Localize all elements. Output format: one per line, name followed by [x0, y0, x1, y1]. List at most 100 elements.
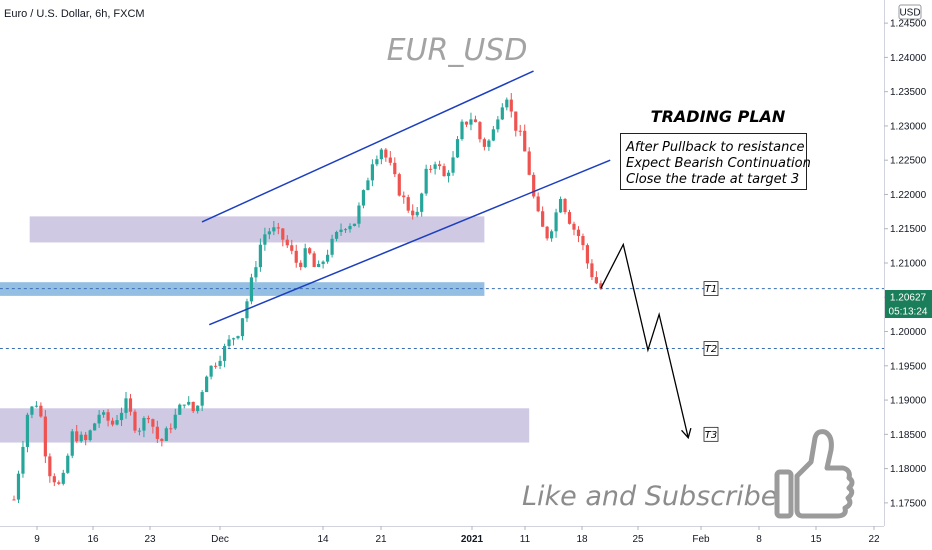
price-tick-label: 1.18000: [890, 464, 927, 475]
candle-body: [397, 174, 401, 196]
time-scale[interactable]: 9 16 23 Dec 14 21 2021 11 18 25 Feb 8 15 22: [34, 526, 880, 545]
price-tick-label: 1.17500: [890, 498, 927, 509]
trading-plan-line-2: Expect Bearish Continuation: [626, 156, 811, 171]
candle-body: [25, 414, 30, 447]
candle-body: [518, 130, 522, 132]
candle-body: [294, 250, 298, 263]
time-tick-label: 16: [87, 534, 99, 545]
candle-body: [415, 211, 419, 216]
price-tick-label: 1.21000: [890, 259, 927, 270]
candle-body: [164, 428, 168, 441]
target-label-box: [703, 281, 719, 296]
target-lines-layer: [0, 288, 884, 350]
candle-body: [146, 418, 150, 420]
candle-body: [451, 157, 455, 173]
time-tick-label: 25: [632, 534, 644, 545]
price-tick-label: 1.22000: [890, 190, 927, 201]
candle-body: [249, 277, 254, 302]
time-tick-label: 14: [317, 534, 329, 545]
candle-body: [21, 446, 25, 474]
candle-body: [173, 414, 177, 429]
candle-body: [312, 253, 316, 267]
candle-body: [563, 198, 567, 213]
candle-body: [102, 412, 106, 415]
candle-body: [240, 318, 245, 337]
candle-body: [214, 365, 218, 367]
price-tick-label: 1.18500: [890, 430, 927, 441]
candle-body: [79, 434, 83, 442]
candle-body: [442, 166, 446, 177]
candle-body: [384, 149, 388, 158]
price-tick-label: 1.20000: [890, 327, 927, 338]
candle-body: [402, 195, 406, 198]
candle-body: [321, 261, 325, 264]
target-label-box: [703, 341, 719, 356]
candle-body: [236, 336, 240, 339]
channel-upper-line[interactable]: [201, 70, 534, 223]
candle-body: [133, 411, 137, 431]
candle-body: [196, 405, 200, 412]
candle-body: [34, 405, 38, 407]
candle-body: [285, 239, 289, 246]
projection-path[interactable]: [600, 242, 689, 438]
candle-body: [545, 226, 549, 239]
current-price: 1.20627: [890, 293, 927, 304]
candle-body: [464, 121, 469, 125]
candle-body: [411, 210, 415, 216]
candle-body: [550, 231, 554, 239]
candle-body: [115, 420, 119, 425]
candle-body: [541, 211, 545, 227]
currency-badge[interactable]: USD: [898, 4, 922, 20]
target-3-zone[interactable]: [0, 408, 530, 443]
candle-countdown: 05:13:24: [889, 307, 928, 318]
time-tick-label: 2021: [461, 534, 484, 545]
candle-body: [585, 245, 590, 264]
candle-body: [473, 119, 478, 123]
time-tick-label: 23: [144, 534, 156, 545]
candle-body: [290, 245, 294, 251]
candle-body: [119, 412, 124, 421]
candle-body: [429, 168, 433, 170]
candle-body: [361, 190, 366, 206]
candle-body: [88, 430, 92, 441]
candle-body: [420, 193, 424, 212]
candle-body: [128, 398, 133, 412]
time-tick-label: Feb: [692, 534, 710, 545]
symbol-label: Euro / U.S. Dollar, 6h, FXCM: [4, 8, 145, 20]
candle-body: [406, 197, 410, 211]
candle-body: [191, 401, 195, 412]
candle-body: [254, 267, 258, 278]
candle-body: [263, 234, 267, 245]
candle-body: [567, 212, 572, 224]
candle-body: [231, 338, 236, 340]
time-tick-label: 18: [576, 534, 588, 545]
candle-body: [446, 172, 451, 177]
candle-body: [379, 149, 383, 160]
resistance-zone[interactable]: [29, 216, 485, 243]
trading-plan-title: TRADING PLAN: [651, 107, 786, 126]
candle-body: [209, 365, 213, 377]
candle-body: [106, 412, 110, 421]
candle-body: [137, 430, 142, 432]
candle-body: [388, 157, 392, 163]
candle-body: [48, 456, 52, 477]
candle-body: [330, 238, 334, 255]
symbol-watermark: EUR_USD: [387, 33, 528, 68]
time-tick-label: 15: [810, 534, 822, 545]
time-tick-label: 11: [520, 534, 531, 545]
candle-body: [317, 263, 321, 267]
target-label-t2: T2: [705, 344, 717, 355]
price-scale[interactable]: 1.17500 1.18000 1.18500 1.19000 1.19500 1.200…: [884, 19, 927, 510]
candle-body: [182, 404, 186, 406]
candle-body: [590, 263, 594, 278]
trading-plan-line-3: Close the trade at target 3: [626, 172, 799, 187]
like-subscribe-text: Like and Subscribe!: [522, 481, 788, 512]
time-tick-label: Dec: [211, 534, 229, 545]
candle-body: [469, 119, 473, 125]
candle-body: [258, 244, 262, 268]
candle-body: [75, 431, 79, 442]
price-tick-label: 1.19500: [890, 361, 927, 372]
channel-lower-line[interactable]: [208, 159, 611, 326]
